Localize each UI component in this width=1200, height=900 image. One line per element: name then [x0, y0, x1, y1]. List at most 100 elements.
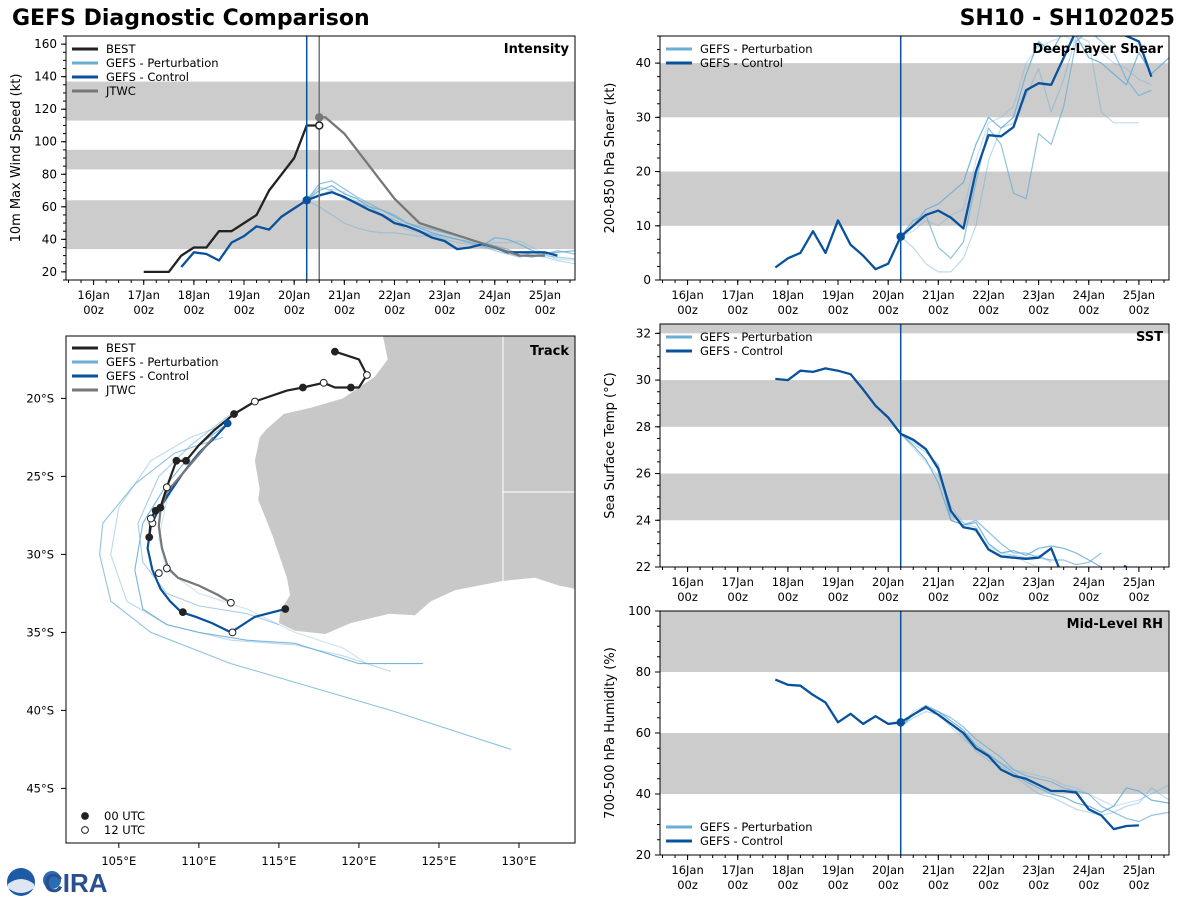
x-tick-label: 22Jan 00z	[972, 288, 1004, 317]
x-tick-label-line: 18Jan	[772, 863, 804, 877]
x-tick-label-line: 19Jan	[822, 575, 854, 589]
x-tick-label: 22Jan 00z	[378, 288, 410, 317]
x-tick-label-line: 00z	[778, 878, 799, 892]
x-tick-label: 18Jan 00z	[178, 288, 210, 317]
y-tick-label: 160	[34, 37, 57, 51]
marker-legend-symbol	[81, 826, 89, 834]
map-area	[99, 336, 575, 750]
series-line-best	[143, 124, 320, 274]
x-tick-label-line: 23Jan	[1022, 863, 1054, 877]
x-tick-label-line: 00z	[484, 303, 505, 317]
x-tick-label-line: 00z	[1028, 303, 1049, 317]
threshold-band	[660, 171, 1169, 226]
x-tick-label-line: 23Jan	[428, 288, 460, 302]
x-tick-label-line: 00z	[727, 878, 748, 892]
y-tick-label: 20	[42, 265, 57, 279]
panel-title: Intensity	[504, 42, 570, 57]
x-tick-label-line: 00z	[535, 303, 556, 317]
x-tick-label-line: 00z	[384, 303, 405, 317]
y-tick-label: 28	[636, 420, 651, 434]
panel-track: 105°E 110°E 115°E 120°E 125°E 130°E 20°S 25°S 30…	[26, 335, 576, 868]
x-tick-label: 22Jan 00z	[972, 575, 1004, 604]
series-line-jtwc	[319, 116, 545, 257]
plot-area-rh	[660, 611, 1169, 831]
track-marker-00z	[331, 347, 339, 356]
x-tick-label: 17Jan 00z	[722, 575, 754, 604]
cira-logo-text: CIRA	[44, 868, 108, 898]
x-tick-label-line: 00z	[1078, 303, 1099, 317]
plot-area-sst	[660, 324, 1169, 567]
x-tick-label-line: 00z	[1028, 590, 1049, 604]
x-tick-label-line: 17Jan	[722, 863, 754, 877]
x-tick-label-line: 00z	[434, 303, 455, 317]
series-marker	[896, 718, 905, 727]
x-tick-label: 24Jan 00z	[1073, 863, 1105, 892]
series-line-gefs-control	[775, 367, 1060, 567]
track-marker-00z	[145, 533, 154, 542]
x-tick-label-line: 00z	[1078, 878, 1099, 892]
y-axis-label: 200-850 hPa Shear (kt)	[603, 83, 618, 234]
x-tick-label-line: 17Jan	[128, 288, 160, 302]
x-tick-label-line: 00z	[284, 303, 305, 317]
series-marker	[896, 232, 905, 241]
x-tick-label-line: 00z	[928, 303, 949, 317]
x-tick-label-line: 22Jan	[378, 288, 410, 302]
x-tick-label: 24Jan 00z	[479, 288, 511, 317]
legend-label: BEST	[106, 341, 136, 355]
x-tick-label: 18Jan 00z	[772, 288, 804, 317]
y-tick-label: 60	[42, 200, 57, 214]
y-tick-label: 40	[42, 232, 57, 246]
track-marker-12z	[226, 598, 235, 607]
series-line-gefs-perturbation	[900, 704, 1169, 813]
series-line-gefs-control	[774, 36, 1153, 271]
legend-label: GEFS - Perturbation	[106, 355, 219, 369]
x-tick-label: 17Jan 00z	[128, 288, 160, 317]
x-tick-label-line: 25Jan	[529, 288, 561, 302]
x-tick-label-line: 00z	[778, 303, 799, 317]
x-tick-label: 17Jan 00z	[722, 863, 754, 892]
legend-label: BEST	[106, 42, 136, 56]
track-marker-00z	[182, 456, 190, 465]
x-tick-label-line: 22Jan	[972, 288, 1004, 302]
x-tick-label: 130°E	[501, 854, 536, 868]
track-perturbation	[110, 422, 392, 672]
x-tick-label-line: 00z	[878, 303, 899, 317]
y-tick-label: 40	[636, 787, 651, 801]
track-marker-00z	[281, 605, 290, 613]
series-line-gefs-perturbation	[900, 704, 1169, 807]
x-tick-label: 23Jan 00z	[1022, 863, 1054, 892]
cira-globe-icon	[43, 871, 61, 889]
track-marker-12z	[250, 397, 259, 406]
x-tick-label-line: 24Jan	[479, 288, 511, 302]
x-tick-label-line: 00z	[1078, 590, 1099, 604]
legend-label: GEFS - Control	[700, 56, 783, 70]
series-marker	[302, 196, 311, 205]
x-tick-label-line: 18Jan	[772, 288, 804, 302]
y-tick-label: 80	[42, 167, 57, 181]
track-marker-00z	[298, 383, 307, 392]
x-tick-label-line: 24Jan	[1073, 288, 1105, 302]
panel-title: Mid-Level RH	[1067, 617, 1163, 632]
x-tick-label-line: 21Jan	[922, 863, 954, 877]
x-tick-label-line: 00z	[828, 590, 849, 604]
x-tick-label: 24Jan 00z	[1073, 575, 1105, 604]
marker-legend-label: 00 UTC	[104, 809, 145, 823]
x-tick-label-line: 24Jan	[1073, 575, 1105, 589]
x-tick-label: 19Jan 00z	[822, 575, 854, 604]
x-tick-label-line: 20Jan	[872, 863, 904, 877]
x-tick-label-line: 23Jan	[1022, 288, 1054, 302]
series-line-gefs-perturbation	[306, 185, 575, 255]
panel-title: Track	[530, 344, 569, 359]
x-tick-label-line: 00z	[878, 590, 899, 604]
x-tick-label: 23Jan 00z	[1022, 575, 1054, 604]
legend-label: GEFS - Perturbation	[700, 330, 813, 344]
x-tick-label-line: 00z	[184, 303, 205, 317]
x-tick-label-line: 19Jan	[822, 288, 854, 302]
series-line-gefs-perturbation	[900, 36, 1152, 259]
x-tick-label-line: 21Jan	[922, 575, 954, 589]
threshold-band	[660, 324, 1169, 334]
track-marker-00z	[151, 506, 160, 515]
y-tick-label: 100	[34, 135, 57, 149]
x-tick-label: 23Jan 00z	[1022, 288, 1054, 317]
